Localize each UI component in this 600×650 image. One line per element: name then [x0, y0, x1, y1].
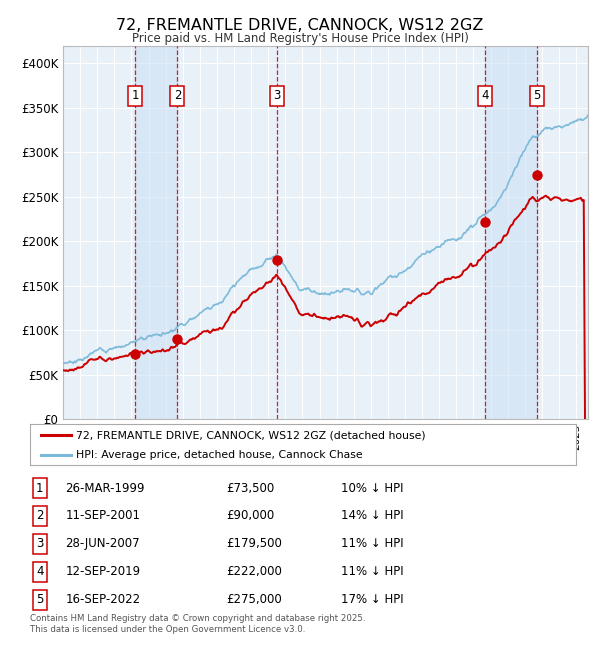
Bar: [485, 46, 537, 419]
Text: 72, FREMANTLE DRIVE, CANNOCK, WS12 2GZ: 72, FREMANTLE DRIVE, CANNOCK, WS12 2GZ: [116, 18, 484, 33]
Bar: [136, 46, 178, 419]
Text: £73,500: £73,500: [227, 482, 275, 495]
Text: 10% ↓ HPI: 10% ↓ HPI: [341, 482, 404, 495]
Text: £222,000: £222,000: [227, 566, 283, 578]
Text: 14% ↓ HPI: 14% ↓ HPI: [341, 510, 404, 523]
Text: 16-SEP-2022: 16-SEP-2022: [65, 593, 140, 606]
Text: 5: 5: [533, 90, 541, 103]
Text: £275,000: £275,000: [227, 593, 283, 606]
Text: 3: 3: [273, 90, 280, 103]
Text: 26-MAR-1999: 26-MAR-1999: [65, 482, 145, 495]
Text: 28-JUN-2007: 28-JUN-2007: [65, 538, 140, 551]
Text: Contains HM Land Registry data © Crown copyright and database right 2025.
This d: Contains HM Land Registry data © Crown c…: [30, 614, 365, 634]
Text: Price paid vs. HM Land Registry's House Price Index (HPI): Price paid vs. HM Land Registry's House …: [131, 32, 469, 45]
Text: 17% ↓ HPI: 17% ↓ HPI: [341, 593, 404, 606]
Text: HPI: Average price, detached house, Cannock Chase: HPI: Average price, detached house, Cann…: [76, 450, 363, 460]
Text: 11% ↓ HPI: 11% ↓ HPI: [341, 538, 404, 551]
Text: 11% ↓ HPI: 11% ↓ HPI: [341, 566, 404, 578]
Text: 1: 1: [131, 90, 139, 103]
Text: 3: 3: [36, 538, 44, 551]
Text: 1: 1: [36, 482, 44, 495]
Text: 2: 2: [173, 90, 181, 103]
Text: 12-SEP-2019: 12-SEP-2019: [65, 566, 140, 578]
Text: 72, FREMANTLE DRIVE, CANNOCK, WS12 2GZ (detached house): 72, FREMANTLE DRIVE, CANNOCK, WS12 2GZ (…: [76, 430, 426, 440]
Text: £90,000: £90,000: [227, 510, 275, 523]
Text: 11-SEP-2001: 11-SEP-2001: [65, 510, 140, 523]
Text: 2: 2: [36, 510, 44, 523]
Text: £179,500: £179,500: [227, 538, 283, 551]
Text: 5: 5: [36, 593, 44, 606]
Text: 4: 4: [36, 566, 44, 578]
Text: 4: 4: [482, 90, 489, 103]
